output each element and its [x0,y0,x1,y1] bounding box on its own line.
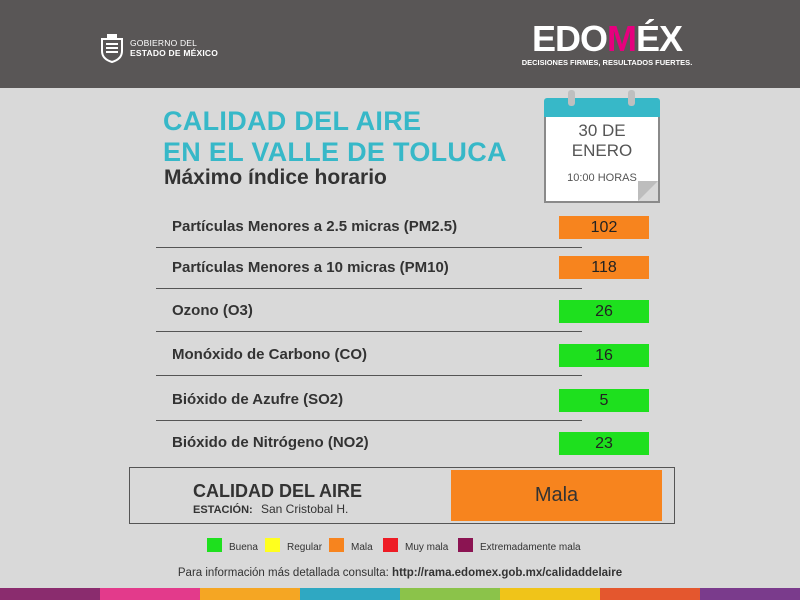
footer-info: Para información más detallada consulta:… [0,567,800,579]
footer-url-link[interactable]: http://rama.edomex.gob.mx/calidaddelaire [392,567,623,579]
summary-title: CALIDAD DEL AIRE [193,481,363,501]
brand-part3: ÉX [635,18,683,59]
legend-label: Buena [229,542,258,553]
pollutant-value-co: 16 [559,344,649,367]
legend-swatch [329,538,344,552]
legend-item-muy-mala: Muy mala [383,537,448,553]
pollutant-row-pm25: Partículas Menores a 2.5 micras (PM2.5) [156,208,582,248]
gov-logo: GOBIERNO DEL ESTADO DE MÉXICO [98,33,219,64]
brand-part1: EDO [531,18,608,59]
brand-part2: M [606,18,637,59]
pollutant-value-so2: 5 [559,389,649,412]
pollutant-value-pm10: 118 [559,256,649,279]
legend-label: Muy mala [405,542,449,553]
footer-prefix: Para información más detallada consulta: [177,567,389,579]
pollutant-label: Ozono (O3) [172,302,253,319]
header-bar: GOBIERNO DEL ESTADO DE MÉXICO EDOMÉX DEC… [0,0,800,88]
pollutant-row-no2: Bióxido de Nitrógeno (NO2) [156,424,582,464]
calendar-ring-left [568,90,575,106]
pollutant-row-so2: Bióxido de Azufre (SO2) [156,381,582,421]
calendar-page: 30 DE ENERO 10:00 HORAS [544,117,660,203]
edomex-brand: EDOMÉX DECISIONES FIRMES, RESULTADOS FUE… [502,20,712,68]
calendar-time: 10:00 HORAS [567,172,637,184]
air-quality-status-badge: Mala [451,470,662,521]
legend-item-extremadamente-mala: Extremadamente mala [458,537,581,553]
legend-item-buena: Buena [207,537,258,553]
legend-label: Regular [287,542,323,553]
brand-logo: EDOMÉX [502,20,712,58]
pollutant-value-pm25: 102 [559,216,649,239]
station-label: ESTACIÓN: [193,504,253,516]
legend-label: Mala [351,542,373,553]
gov-name-line2: ESTADO DE MÉXICO [130,48,219,58]
legend-swatch [383,538,398,552]
calendar-icon: 30 DE ENERO 10:00 HORAS [544,90,660,206]
color-stripe [0,588,800,600]
pollutant-row-o3: Ozono (O3) [156,292,582,332]
calendar-header [544,98,660,117]
pollutant-label: Partículas Menores a 2.5 micras (PM2.5) [172,218,458,235]
pollutant-row-co: Monóxido de Carbono (CO) [156,336,582,376]
page-title-line1: CALIDAD DEL AIRE [163,106,422,136]
pollutant-label: Bióxido de Azufre (SO2) [172,391,344,408]
legend-swatch [207,538,222,552]
pollutant-value-no2: 23 [559,432,649,455]
calendar-date-line1: 30 DE [578,121,626,140]
legend-label: Extremadamente mala [480,542,581,553]
page-subtitle: Máximo índice horario [164,166,387,189]
pollutant-value-o3: 26 [559,300,649,323]
air-quality-summary: CALIDAD DEL AIRE ESTACIÓN: San Cristobal… [129,467,675,524]
brand-tagline: DECISIONES FIRMES, RESULTADOS FUERTES. [521,58,693,67]
pollutant-label: Partículas Menores a 10 micras (PM10) [172,259,449,276]
legend-swatch [458,538,473,552]
pollutant-label: Bióxido de Nitrógeno (NO2) [172,434,369,451]
coat-of-arms-icon [98,33,126,64]
page-curl [638,181,658,201]
pollutant-row-pm10: Partículas Menores a 10 micras (PM10) [156,249,582,289]
legend-item-mala: Mala [329,537,373,553]
station-name: San Cristobal H. [261,502,349,516]
legend-item-regular: Regular [265,537,322,553]
page-title-line2: EN EL VALLE DE TOLUCA [163,137,507,167]
pollutant-label: Monóxido de Carbono (CO) [172,346,367,363]
calendar-ring-right [628,90,635,106]
gov-name-line1: GOBIERNO DEL [130,38,198,48]
calendar-date-line2: ENERO [571,141,633,160]
legend-swatch [265,538,280,552]
